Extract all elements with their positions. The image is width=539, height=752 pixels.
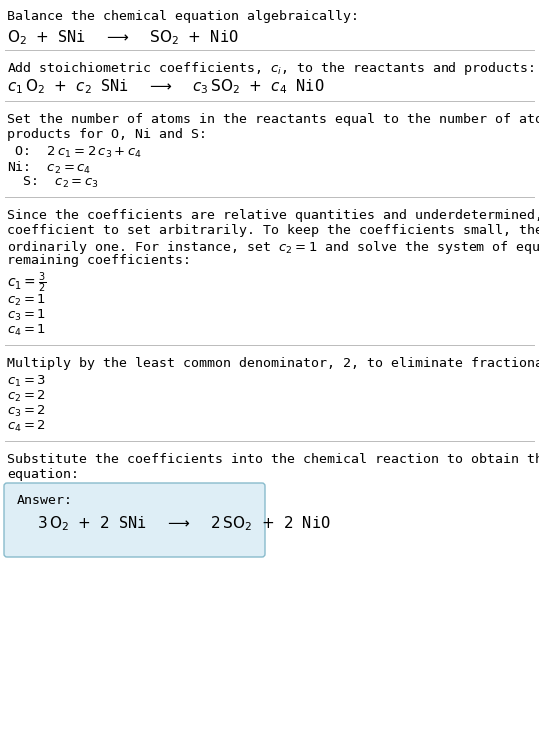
Text: Balance the chemical equation algebraically:: Balance the chemical equation algebraica…	[7, 10, 359, 23]
Text: Add stoichiometric coefficients, $c_i$, to the reactants and products:: Add stoichiometric coefficients, $c_i$, …	[7, 60, 535, 77]
Text: Answer:: Answer:	[17, 494, 73, 507]
Text: Ni:  $c_2 = c_4$: Ni: $c_2 = c_4$	[7, 160, 91, 176]
Text: O:  $2\,c_1 = 2\,c_3 + c_4$: O: $2\,c_1 = 2\,c_3 + c_4$	[7, 145, 142, 160]
Text: coefficient to set arbitrarily. To keep the coefficients small, the arbitrary va: coefficient to set arbitrarily. To keep …	[7, 224, 539, 237]
Text: $3\,\mathrm{O_2}$ $+$ $2$ SNi  $\longrightarrow$  $2\,\mathrm{SO_2}$ $+$ $2$ NiO: $3\,\mathrm{O_2}$ $+$ $2$ SNi $\longrigh…	[37, 514, 331, 532]
Text: Multiply by the least common denominator, 2, to eliminate fractional coefficient: Multiply by the least common denominator…	[7, 357, 539, 370]
Text: $c_3 = 2$: $c_3 = 2$	[7, 404, 46, 419]
Text: products for O, Ni and S:: products for O, Ni and S:	[7, 128, 207, 141]
Text: $c_1 = \frac{3}{2}$: $c_1 = \frac{3}{2}$	[7, 271, 46, 296]
Text: S:  $c_2 = c_3$: S: $c_2 = c_3$	[7, 175, 99, 190]
Text: ordinarily one. For instance, set $c_2 = 1$ and solve the system of equations fo: ordinarily one. For instance, set $c_2 =…	[7, 239, 539, 256]
Text: $c_1\,\mathrm{O_2}$ $+$ $c_2$ SNi  $\longrightarrow$  $c_3\,\mathrm{SO_2}$ $+$ $: $c_1\,\mathrm{O_2}$ $+$ $c_2$ SNi $\long…	[7, 77, 324, 96]
Text: $c_4 = 1$: $c_4 = 1$	[7, 323, 46, 338]
Text: Set the number of atoms in the reactants equal to the number of atoms in the: Set the number of atoms in the reactants…	[7, 113, 539, 126]
FancyBboxPatch shape	[4, 483, 265, 557]
Text: $c_4 = 2$: $c_4 = 2$	[7, 419, 46, 434]
Text: $c_2 = 2$: $c_2 = 2$	[7, 389, 46, 404]
Text: equation:: equation:	[7, 468, 79, 481]
Text: $c_1 = 3$: $c_1 = 3$	[7, 374, 46, 389]
Text: remaining coefficients:: remaining coefficients:	[7, 254, 191, 267]
Text: $c_3 = 1$: $c_3 = 1$	[7, 308, 46, 323]
Text: $\mathrm{O_2}$ $+$ SNi  $\longrightarrow$  $\mathrm{SO_2}$ $+$ NiO: $\mathrm{O_2}$ $+$ SNi $\longrightarrow$…	[7, 28, 239, 47]
Text: $c_2 = 1$: $c_2 = 1$	[7, 293, 46, 308]
Text: Since the coefficients are relative quantities and underdetermined, choose a: Since the coefficients are relative quan…	[7, 209, 539, 222]
Text: Substitute the coefficients into the chemical reaction to obtain the balanced: Substitute the coefficients into the che…	[7, 453, 539, 466]
